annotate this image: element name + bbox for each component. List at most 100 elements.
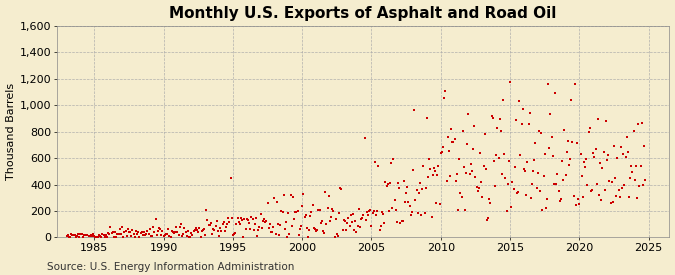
Point [114,227,125,231]
Point [546,135,557,139]
Point [299,214,310,219]
Point [560,173,571,177]
Point [537,208,548,212]
Point [335,186,346,190]
Point [344,224,355,228]
Point [130,229,141,233]
Point [453,208,464,212]
Point [122,234,132,238]
Point [198,228,209,232]
Point [621,135,632,139]
Point [283,211,294,216]
Point [406,210,417,214]
Point [443,149,454,153]
Point [569,82,580,86]
Point [231,222,242,227]
Point [502,182,513,186]
Point [304,228,315,232]
Point [637,183,648,187]
Point [412,211,423,216]
Point [341,228,352,232]
Point [558,178,568,182]
Point [119,230,130,235]
Point [574,202,585,206]
Point [533,171,543,176]
Point [446,126,456,131]
Point [369,160,380,164]
Point [570,202,581,207]
Point [286,224,297,228]
Point [148,225,159,229]
Point [88,232,99,236]
Point [371,213,381,217]
Point [138,232,148,237]
Point [601,119,612,123]
Point [254,225,265,229]
Point [198,227,209,232]
Point [296,224,306,229]
Point [387,206,398,210]
Point [605,201,616,205]
Point [126,234,136,238]
Point [640,178,651,182]
Point [312,228,323,233]
Point [622,150,633,155]
Point [456,195,467,199]
Point [112,232,123,237]
Point [236,216,246,221]
Point [317,218,327,223]
Point [583,130,594,134]
Point [442,135,453,139]
Point [398,218,408,223]
Point [78,233,89,237]
Point [331,232,342,237]
Point [200,232,211,237]
Point [357,216,368,221]
Point [195,235,206,240]
Point [75,232,86,236]
Point [390,208,401,212]
Point [392,220,402,224]
Point [639,144,649,148]
Point [177,234,188,238]
Point [624,195,634,199]
Point [365,208,376,213]
Point [213,229,223,233]
Point [96,234,107,239]
Point [522,160,533,165]
Point [484,197,495,201]
Point [103,231,113,235]
Point [359,136,370,141]
Point [578,160,589,164]
Point [597,166,608,170]
Point [261,219,272,224]
Point [102,235,113,239]
Point [348,212,358,216]
Point [458,129,468,134]
Point [439,96,450,100]
Point [205,223,215,227]
Point [518,167,529,171]
Point [385,181,396,185]
Point [323,194,334,198]
Point [159,233,170,237]
Point [340,219,350,223]
Point [568,193,579,198]
Point [505,80,516,84]
Point [565,156,576,161]
Point [419,211,430,215]
Point [300,213,311,217]
Point [549,182,560,186]
Y-axis label: Thousand Barrels: Thousand Barrels [5,83,16,180]
Point [533,129,544,133]
Point [404,204,415,208]
Point [483,216,493,220]
Point [576,174,587,178]
Point [431,200,441,205]
Point [270,232,281,236]
Point [133,230,144,234]
Point [506,205,516,210]
Point [495,128,506,133]
Point [219,229,230,233]
Point [489,159,500,163]
